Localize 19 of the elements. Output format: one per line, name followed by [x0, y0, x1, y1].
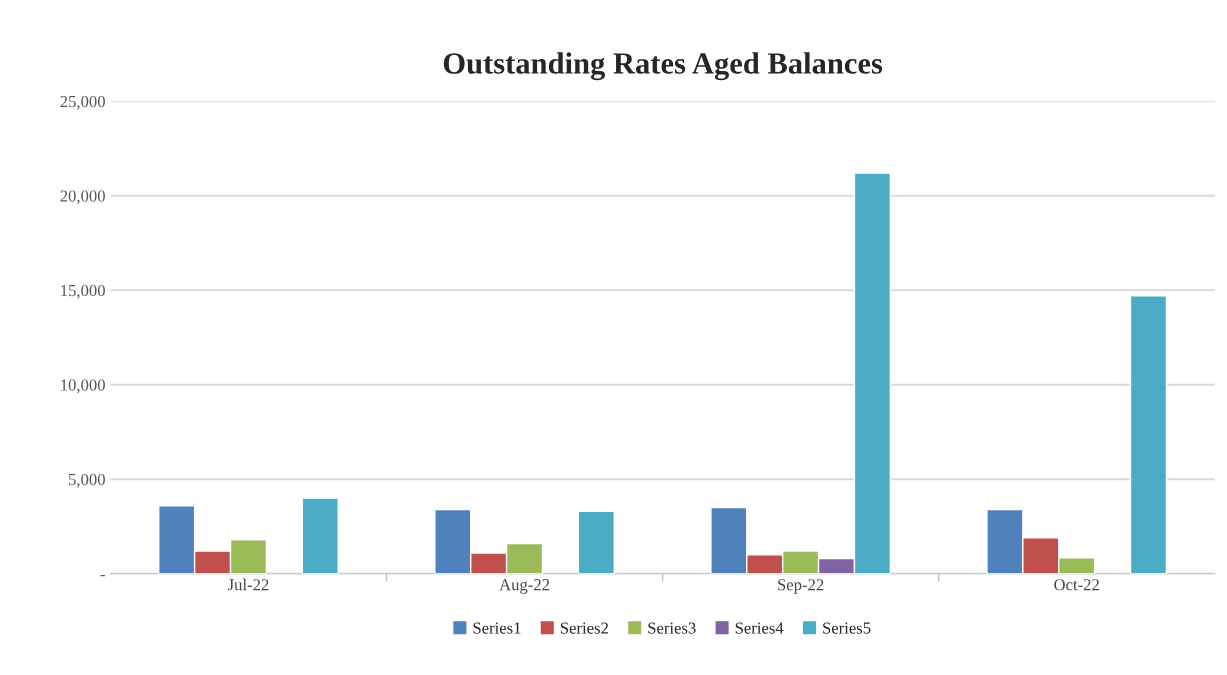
- x-tick-label: Jul-22: [227, 578, 269, 591]
- y-tick-label: 25,000: [60, 95, 105, 110]
- legend-label: Series5: [823, 622, 871, 634]
- legend-label: Series4: [735, 622, 784, 634]
- y-tick-label: 10,000: [61, 379, 105, 394]
- bar: [577, 510, 615, 574]
- legend-label: Series3: [648, 622, 696, 634]
- y-tick-label: 5,000: [69, 473, 105, 488]
- x-tick-label: Sep-22: [778, 579, 824, 594]
- x-tick-label: Oct-22: [1054, 579, 1099, 591]
- chart-title: Outstanding Rates Aged Balances: [443, 52, 883, 81]
- bar: [1129, 295, 1168, 574]
- bar: [301, 497, 339, 574]
- x-tick-label: Aug-22: [499, 579, 550, 594]
- y-tick-label: -: [100, 574, 105, 577]
- legend-label: Series1: [473, 622, 521, 634]
- y-tick-label: 15,000: [61, 284, 105, 299]
- legend-label: Series2: [560, 622, 608, 634]
- y-tick-label: 20,000: [60, 190, 105, 205]
